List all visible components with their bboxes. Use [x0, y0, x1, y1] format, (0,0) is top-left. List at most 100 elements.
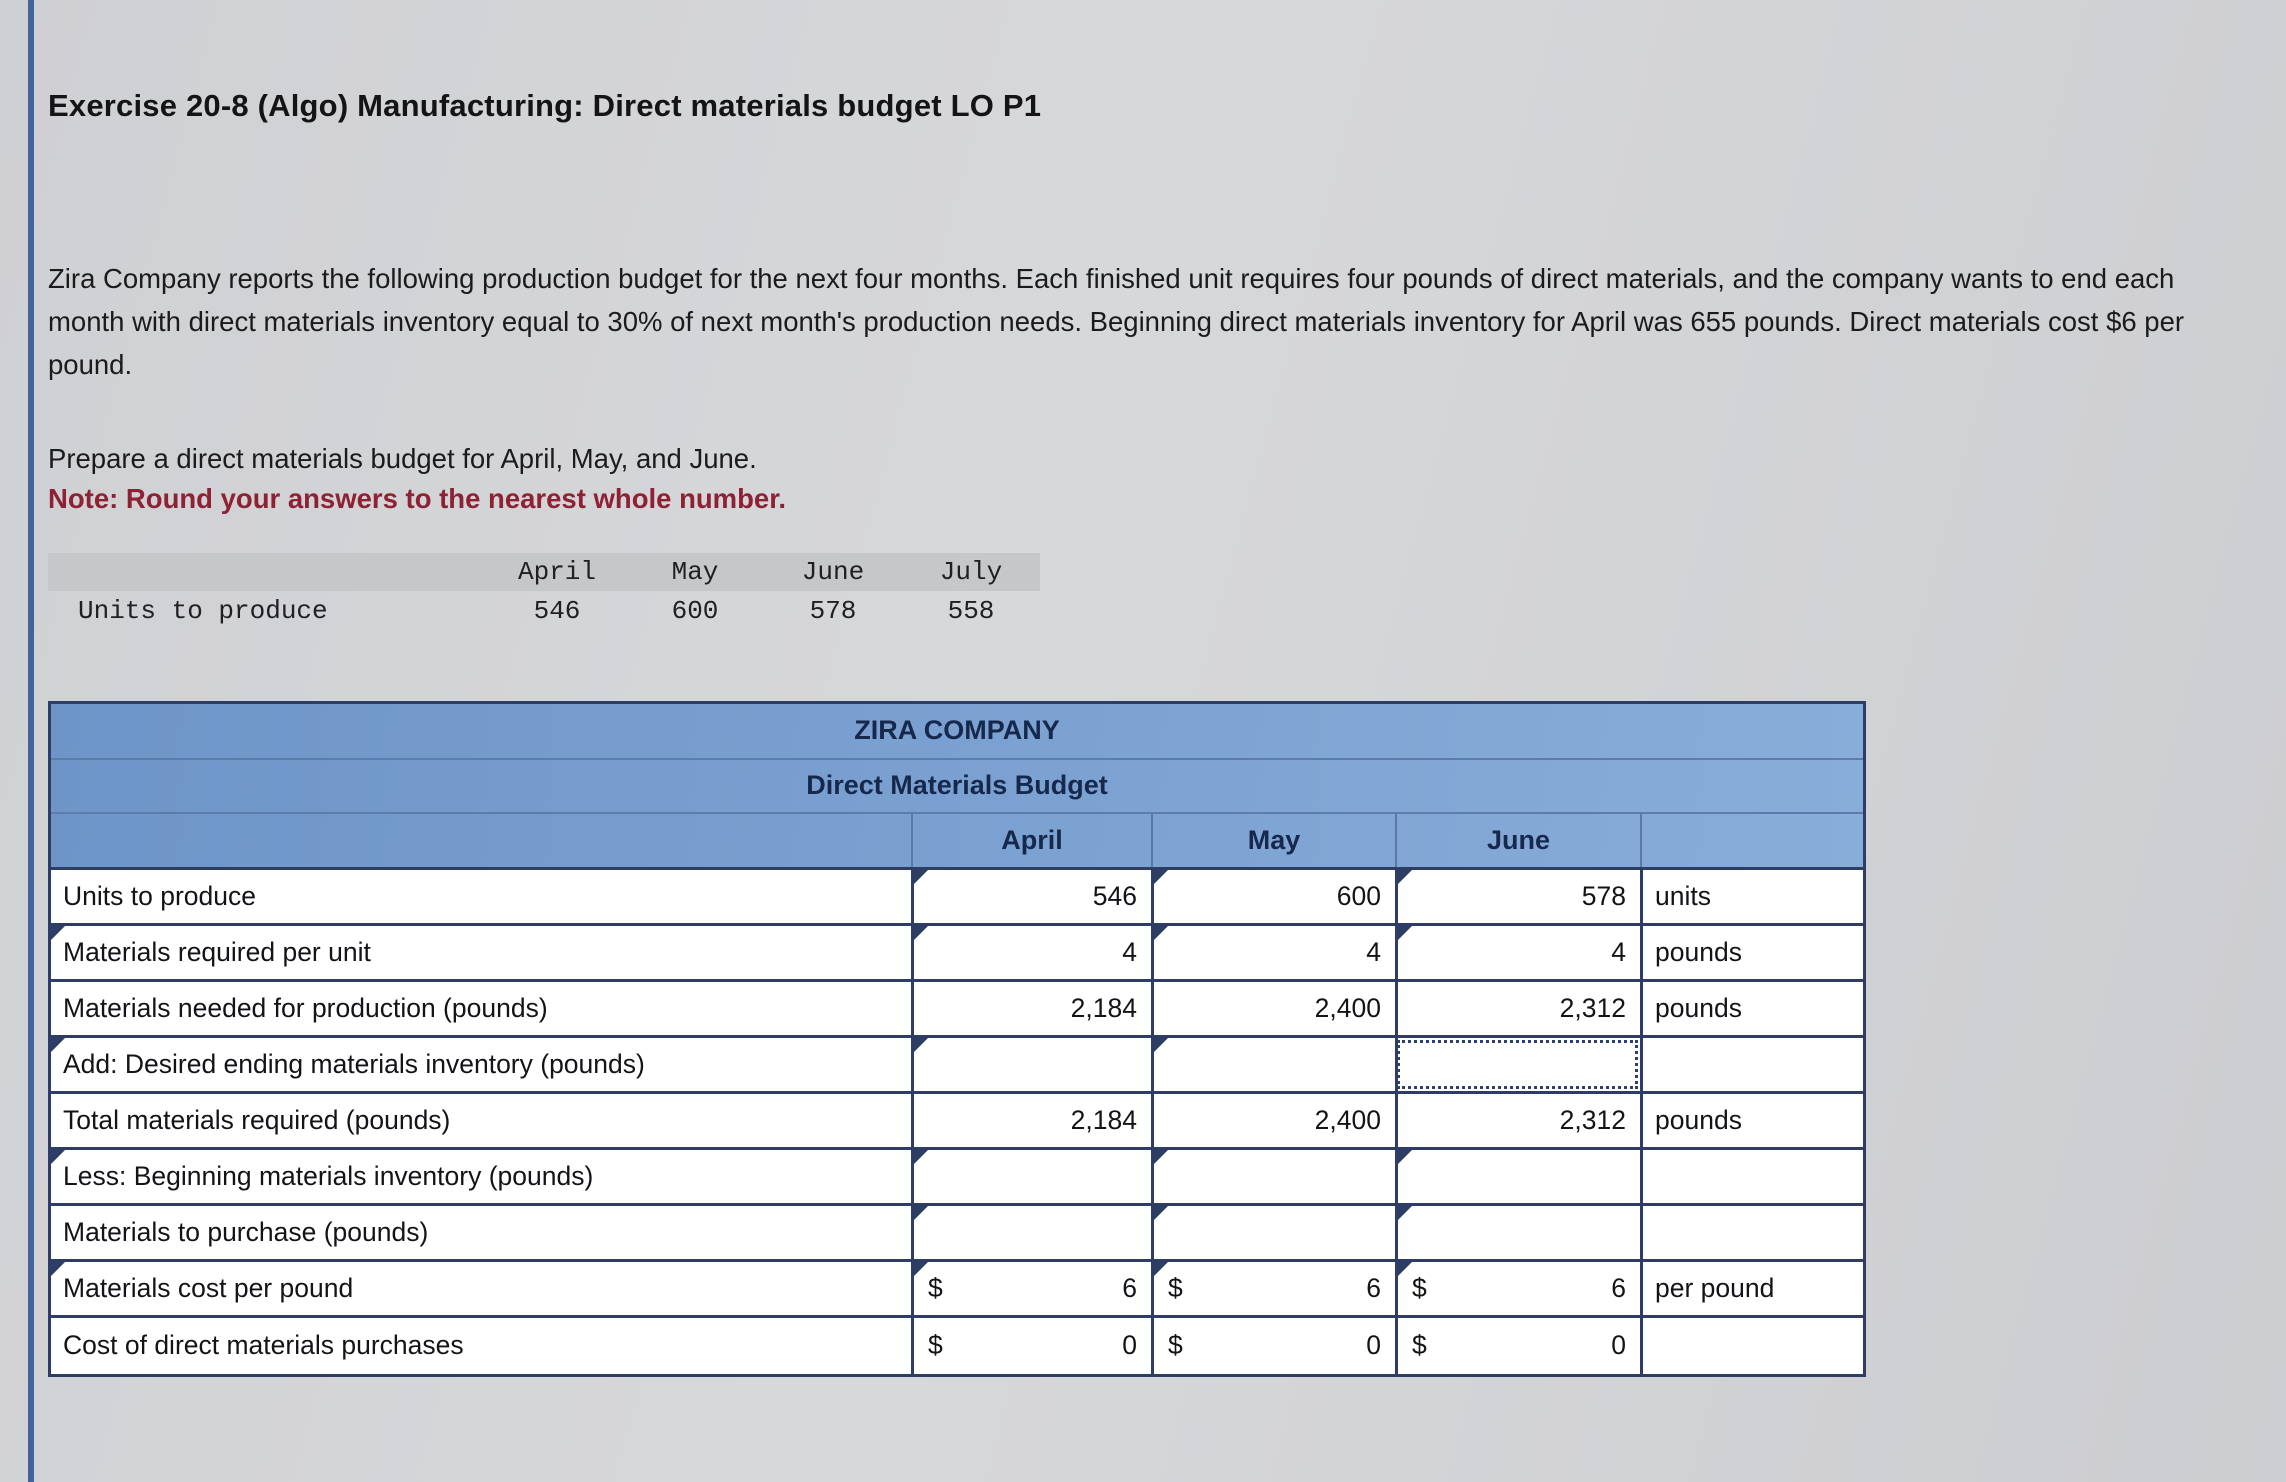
computed-value-cell: 2,312	[1395, 981, 1640, 1035]
input-cell[interactable]	[1151, 1204, 1395, 1259]
computed-value-cell: $0	[1151, 1317, 1395, 1374]
editable-cell-marker-icon	[1154, 868, 1169, 884]
task-instruction: Prepare a direct materials budget for Ap…	[48, 442, 757, 474]
cell-value: 2,400	[1314, 1104, 1381, 1135]
row-label-dropdown[interactable]: Materials cost per pound	[51, 1260, 911, 1315]
production-column-header: April	[517, 556, 596, 587]
input-cell[interactable]: 4	[1151, 924, 1395, 979]
computed-value-cell: 2,400	[1151, 1093, 1395, 1147]
unit-label: pounds	[1640, 1093, 1863, 1147]
input-cell[interactable]: 546	[911, 868, 1151, 923]
unit-label	[1640, 1037, 1863, 1091]
production-value: 558	[947, 595, 995, 626]
cell-value: 2,184	[1070, 1104, 1137, 1135]
row-label-text: Less: Beginning materials inventory (pou…	[63, 1160, 594, 1191]
editable-cell-marker-icon	[1398, 868, 1413, 884]
input-cell[interactable]: 4	[911, 924, 1151, 979]
editable-cell-marker-icon	[1398, 924, 1413, 940]
input-cell[interactable]: 600	[1151, 868, 1395, 923]
production-value: 578	[809, 595, 857, 626]
cell-value: 4	[1366, 936, 1381, 967]
input-cell[interactable]: 4	[1395, 924, 1640, 979]
input-cell[interactable]	[1151, 1148, 1395, 1203]
cell-value: 2,312	[1559, 992, 1626, 1023]
production-value: 546	[533, 595, 581, 626]
row-label-text: Cost of direct materials purchases	[63, 1330, 464, 1361]
currency-symbol: $	[1168, 1272, 1183, 1303]
computed-value-cell: 2,312	[1395, 1093, 1640, 1147]
exercise-content: Exercise 20-8 (Algo) Manufacturing: Dire…	[48, 88, 2184, 1377]
input-cell[interactable]: $6	[1395, 1260, 1640, 1315]
cell-value: 6	[1122, 1272, 1137, 1303]
editable-cell-marker-icon	[51, 1148, 66, 1164]
editable-cell-marker-icon	[1154, 924, 1169, 940]
production-table-data-row: Units to produce 546 600 578 558	[48, 591, 1040, 631]
unit-label: per pound	[1640, 1261, 1863, 1315]
active-input-cell[interactable]	[1395, 1037, 1640, 1091]
cell-value: 6	[1366, 1272, 1381, 1303]
budget-row: Materials cost per pound $6 $6 $6 per pound	[51, 1260, 1863, 1318]
computed-value-cell: 2,184	[911, 1093, 1151, 1147]
cell-value: 0	[1122, 1330, 1137, 1361]
row-label-text: Materials to purchase (pounds)	[63, 1216, 429, 1247]
production-value: 600	[671, 595, 719, 626]
direct-materials-budget-table: ZIRA COMPANY Direct Materials Budget Apr…	[48, 700, 1866, 1377]
unit-label	[1640, 1317, 1863, 1374]
budget-table-column-header-row: April May June	[51, 813, 1863, 870]
currency-symbol: $	[1412, 1330, 1427, 1361]
input-cell[interactable]	[911, 1148, 1151, 1203]
budget-row: Materials required per unit 4 4 4 pounds	[51, 924, 1863, 982]
input-cell[interactable]	[911, 1036, 1151, 1091]
budget-row: Total materials required (pounds) 2,184 2,…	[51, 1093, 1863, 1150]
input-cell[interactable]: $6	[1151, 1260, 1395, 1315]
column-header-june: June	[1395, 813, 1640, 867]
input-cell[interactable]	[1151, 1036, 1395, 1091]
editable-cell-marker-icon	[51, 924, 66, 940]
unit-label: units	[1640, 869, 1863, 923]
input-cell[interactable]: $6	[911, 1260, 1151, 1315]
editable-cell-marker-icon	[1154, 1260, 1169, 1276]
currency-symbol: $	[1168, 1330, 1183, 1361]
cell-value: 2,400	[1314, 992, 1381, 1023]
budget-row: Add: Desired ending materials inventory …	[51, 1036, 1863, 1094]
row-label: Cost of direct materials purchases	[51, 1318, 911, 1374]
budget-row: Materials needed for production (pounds)…	[51, 981, 1863, 1038]
production-column-header: May	[671, 556, 719, 587]
exercise-title: Exercise 20-8 (Algo) Manufacturing: Dire…	[48, 88, 1042, 123]
input-cell[interactable]	[911, 1204, 1151, 1259]
row-label: Materials needed for production (pounds)	[51, 982, 911, 1035]
editable-cell-marker-icon	[914, 1036, 929, 1052]
editable-cell-marker-icon	[1398, 1260, 1413, 1276]
input-cell[interactable]: 578	[1395, 868, 1640, 923]
row-label-dropdown[interactable]: Less: Beginning materials inventory (pou…	[51, 1148, 911, 1203]
cell-value: 2,312	[1559, 1104, 1626, 1135]
cell-value: 2,184	[1070, 992, 1137, 1023]
row-label: Units to produce	[51, 870, 911, 923]
row-label-dropdown[interactable]: Materials required per unit	[51, 924, 911, 979]
column-header-april: April	[911, 813, 1151, 867]
row-label-text: Add: Desired ending materials inventory …	[63, 1048, 645, 1079]
rounding-note: Note: Round your answers to the nearest …	[48, 482, 787, 514]
row-label-dropdown[interactable]: Add: Desired ending materials inventory …	[51, 1036, 911, 1091]
editable-cell-marker-icon	[914, 1204, 929, 1220]
row-label-text: Materials cost per pound	[63, 1272, 354, 1303]
input-cell[interactable]	[1395, 1204, 1640, 1259]
budget-row: Less: Beginning materials inventory (pou…	[51, 1148, 1863, 1206]
editable-cell-marker-icon	[1154, 1036, 1169, 1052]
unit-label: pounds	[1640, 925, 1863, 979]
cell-value: 4	[1611, 936, 1626, 967]
cell-value: 600	[1336, 880, 1381, 911]
unit-label	[1640, 1205, 1863, 1259]
computed-value-cell: 2,400	[1151, 981, 1395, 1035]
production-row-label: Units to produce	[78, 595, 328, 626]
editable-cell-marker-icon	[914, 924, 929, 940]
editable-cell-marker-icon	[914, 1260, 929, 1276]
cell-value: 546	[1092, 880, 1137, 911]
row-label: Materials to purchase (pounds)	[51, 1206, 911, 1259]
input-cell[interactable]	[1395, 1148, 1640, 1203]
budget-row: Units to produce 546 600 578 units	[51, 868, 1863, 926]
unit-label: pounds	[1640, 981, 1863, 1035]
production-column-header: July	[939, 556, 1003, 587]
computed-value-cell: 2,184	[911, 981, 1151, 1035]
budget-table-subtitle: Direct Materials Budget	[51, 759, 1863, 814]
